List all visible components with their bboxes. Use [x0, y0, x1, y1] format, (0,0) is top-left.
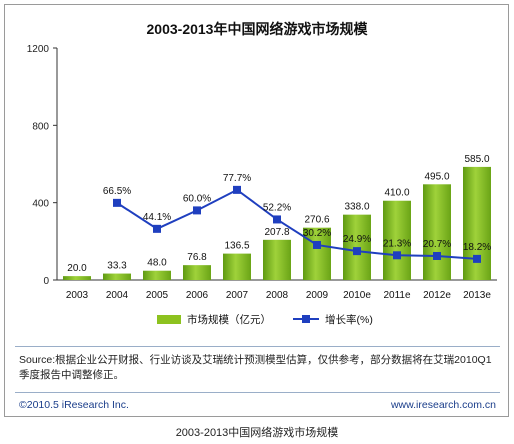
bar-value-label: 270.6	[304, 215, 329, 226]
x-tick-label: 2006	[186, 290, 209, 301]
y-tick-label: 0	[43, 276, 49, 287]
x-tick-label: 2012e	[423, 290, 451, 301]
bar	[223, 253, 251, 280]
growth-rate-marker	[193, 206, 201, 215]
bar	[183, 265, 211, 280]
growth-rate-label: 60.0%	[183, 193, 211, 204]
bar	[263, 239, 291, 280]
growth-rate-line	[116, 188, 478, 260]
growth-rate-label: 52.2%	[263, 202, 291, 213]
bar-value-label: 585.0	[464, 154, 489, 165]
y-tick-label: 1200	[27, 44, 50, 55]
growth-rate-marker	[273, 215, 281, 224]
bar	[383, 200, 411, 280]
legend-bar-swatch	[157, 315, 181, 324]
growth-rate-marker	[113, 198, 121, 207]
bar	[103, 273, 131, 280]
legend-line-label: 增长率(%)	[325, 313, 373, 326]
bar-value-label: 338.0	[344, 202, 369, 213]
website-link[interactable]: www.iresearch.com.cn	[390, 399, 496, 411]
bar-value-label: 20.0	[67, 263, 87, 274]
growth-rate-marker	[393, 251, 401, 260]
growth-rate-marker	[233, 185, 241, 194]
x-tick-label: 2010e	[343, 290, 371, 301]
bar-value-label: 136.5	[224, 241, 249, 252]
bar	[63, 276, 91, 280]
x-tick-label: 2004	[106, 290, 129, 301]
bar-value-label: 495.0	[424, 171, 449, 182]
figure-caption: 2003-2013中国网络游戏市场规模	[175, 427, 339, 439]
growth-rate-marker	[313, 240, 321, 249]
separator-top	[15, 346, 500, 347]
bar	[303, 227, 331, 280]
bar	[423, 184, 451, 280]
growth-rate-label: 66.5%	[103, 186, 131, 197]
legend-bar-label: 市场规模（亿元）	[187, 313, 271, 326]
growth-rate-label: 77.7%	[223, 173, 251, 184]
chart-frame: 2003-2013年中国网络游戏市场规模 0 400 800 1200 20.0 33.3 4…	[4, 4, 509, 417]
x-tick-label: 2013e	[463, 290, 491, 301]
bar	[143, 270, 171, 280]
growth-rate-label: 18.2%	[463, 242, 491, 253]
source-note: Source:根据企业公开财报、行业访谈及艾瑞统计预测模型估算，仅供参考，部分数…	[19, 354, 492, 381]
x-tick-label: 2011e	[383, 290, 411, 301]
copyright-text: ©2010.5 iResearch Inc.	[19, 399, 129, 411]
bar-value-label: 410.0	[384, 188, 409, 199]
bar-value-label: 33.3	[107, 261, 127, 272]
growth-rate-marker	[473, 254, 481, 263]
growth-rate-label: 44.1%	[143, 212, 171, 223]
x-tick-label: 2009	[306, 290, 329, 301]
x-tick-label: 2003	[66, 290, 89, 301]
bar-value-label: 207.8	[264, 227, 289, 238]
chart-title: 2003-2013年中国网络游戏市场规模	[147, 21, 369, 37]
x-tick-label: 2007	[226, 290, 249, 301]
growth-rate-label: 21.3%	[383, 238, 411, 249]
growth-rate-label: 24.9%	[343, 234, 371, 245]
separator-bottom	[15, 392, 500, 393]
y-tick-label: 400	[32, 199, 49, 210]
x-tick-label: 2008	[266, 290, 289, 301]
growth-rate-label: 30.2%	[303, 228, 331, 239]
legend-line-marker	[302, 315, 310, 323]
growth-rate-label: 20.7%	[423, 239, 451, 250]
growth-rate-marker	[153, 224, 161, 233]
chart-svg: 2003-2013年中国网络游戏市场规模 0 400 800 1200 20.0 33.3 4…	[27, 21, 497, 326]
bar-value-label: 48.0	[147, 258, 167, 269]
bar-value-label: 76.8	[187, 252, 207, 263]
y-tick-label: 800	[32, 121, 49, 132]
x-tick-label: 2005	[146, 290, 169, 301]
growth-rate-marker	[353, 247, 361, 256]
growth-rate-marker	[433, 251, 441, 260]
bar	[463, 166, 491, 280]
